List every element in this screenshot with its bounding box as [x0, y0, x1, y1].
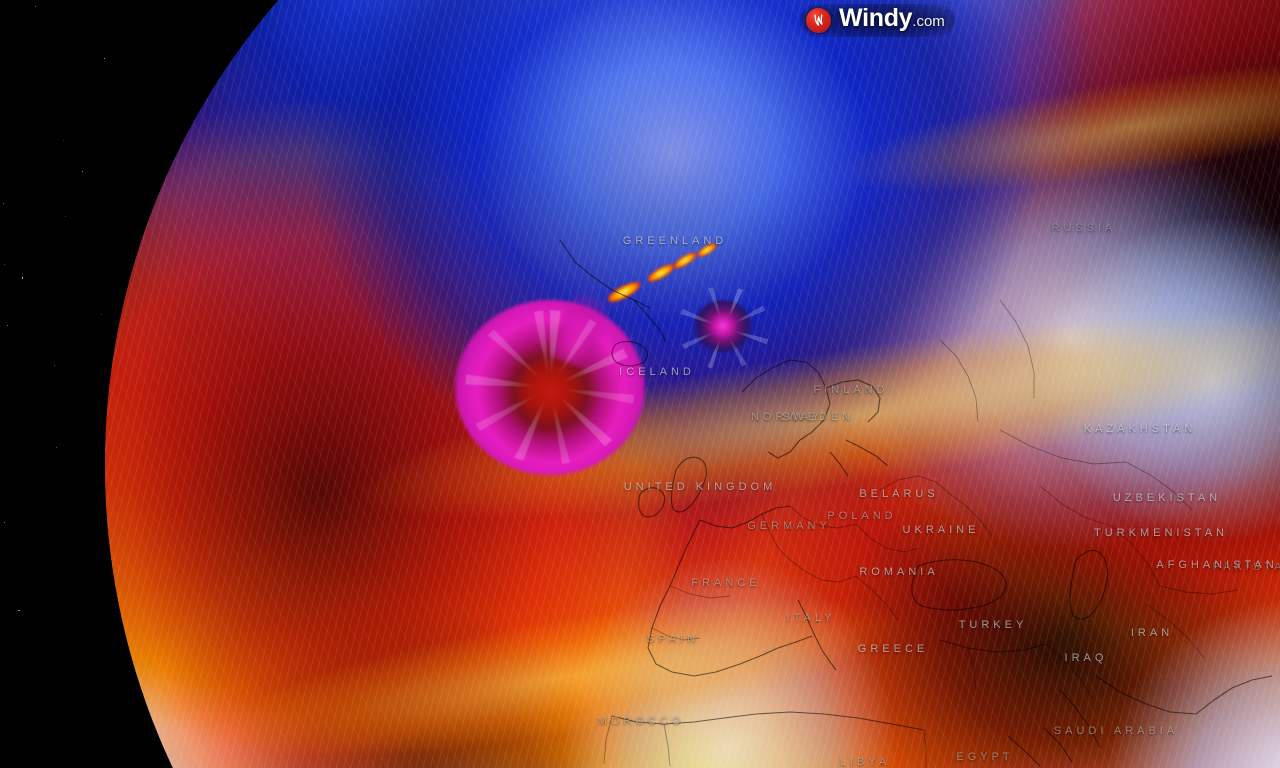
cyclone-secondary-wind-swirl [678, 286, 770, 370]
star [100, 314, 102, 316]
windy-logo[interactable]: Windy.com [800, 4, 955, 37]
cyclone-main[interactable] [455, 300, 645, 475]
star [81, 171, 83, 173]
star [3, 264, 5, 266]
windy-lightning-logo-icon [806, 7, 831, 33]
cyclone-main-wind-swirl [465, 310, 635, 465]
brand-name: Windy [839, 4, 913, 32]
star [18, 609, 20, 612]
star [63, 139, 65, 141]
star [6, 325, 8, 327]
star [21, 277, 24, 279]
star [65, 215, 67, 217]
earth-globe[interactable] [105, 0, 1280, 768]
globe-limb-shading [105, 0, 1280, 768]
brand-tld: .com [912, 13, 945, 30]
star [54, 365, 56, 367]
star [35, 6, 37, 7]
windy-wordmark: Windy.com [839, 6, 945, 34]
star [103, 58, 105, 60]
star [4, 522, 6, 524]
star [2, 203, 4, 205]
cyclone-secondary[interactable] [694, 300, 752, 352]
star [56, 446, 57, 448]
